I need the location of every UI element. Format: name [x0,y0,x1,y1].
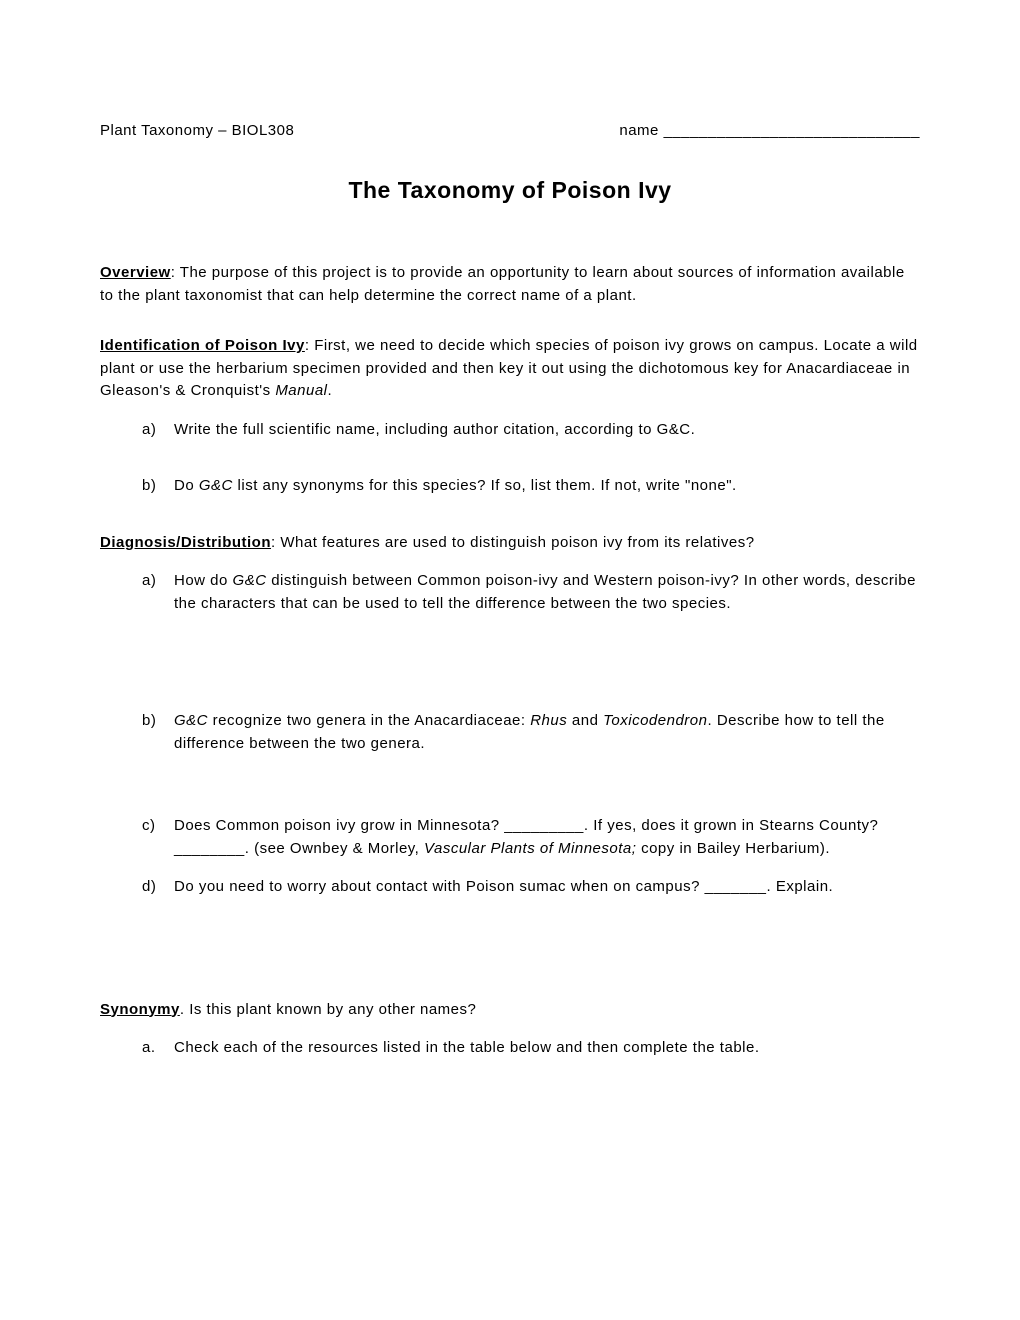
diagnosis-item-c: c) Does Common poison ivy grow in Minnes… [142,815,920,860]
document-header: Plant Taxonomy – BIOL308 name __________… [100,120,920,143]
item-content: Does Common poison ivy grow in Minnesota… [174,815,920,860]
identification-label: Identification of Poison Ivy [100,337,305,354]
identification-section: Identification of Poison Ivy: First, we … [100,335,920,498]
course-title: Plant Taxonomy – BIOL308 [100,120,294,143]
synonymy-label: Synonymy [100,1001,180,1018]
item-marker: d) [142,876,174,899]
item-content: Do you need to worry about contact with … [174,876,920,899]
page-title: The Taxonomy of Poison Ivy [100,173,920,208]
name-field: name _____________________________ [619,120,920,143]
item-marker: b) [142,710,174,755]
item-content: Do G&C list any synonyms for this specie… [174,475,920,498]
diagnosis-section: Diagnosis/Distribution: What features ar… [100,532,920,899]
diagnosis-item-a: a) How do G&C distinguish between Common… [142,570,920,615]
item-marker: a. [142,1037,174,1060]
name-blank: _____________________________ [664,122,920,139]
item-marker: a) [142,419,174,442]
item-content: How do G&C distinguish between Common po… [174,570,920,615]
identification-item-b: b) Do G&C list any synonyms for this spe… [142,475,920,498]
overview-label: Overview [100,264,171,281]
diagnosis-list: a) How do G&C distinguish between Common… [100,570,920,899]
name-label: name [619,122,659,139]
synonymy-section: Synonymy. Is this plant known by any oth… [100,999,920,1060]
item-content: Write the full scientific name, includin… [174,419,920,442]
manual-italic: Manual [275,382,327,399]
identification-text2: . [328,382,333,399]
overview-section: Overview: The purpose of this project is… [100,262,920,307]
synonymy-list: a. Check each of the resources listed in… [100,1037,920,1060]
overview-text: : The purpose of this project is to prov… [100,264,905,304]
diagnosis-label: Diagnosis/Distribution [100,534,271,551]
item-content: Check each of the resources listed in th… [174,1037,920,1060]
synonymy-text: . Is this plant known by any other names… [180,1001,476,1018]
item-content: G&C recognize two genera in the Anacardi… [174,710,920,755]
synonymy-item-a: a. Check each of the resources listed in… [142,1037,920,1060]
item-marker: a) [142,570,174,615]
diagnosis-item-b: b) G&C recognize two genera in the Anaca… [142,710,920,755]
diagnosis-item-d: d) Do you need to worry about contact wi… [142,876,920,899]
item-marker: b) [142,475,174,498]
identification-item-a: a) Write the full scientific name, inclu… [142,419,920,442]
identification-list: a) Write the full scientific name, inclu… [100,419,920,498]
diagnosis-text: : What features are used to distinguish … [271,534,755,551]
item-marker: c) [142,815,174,860]
